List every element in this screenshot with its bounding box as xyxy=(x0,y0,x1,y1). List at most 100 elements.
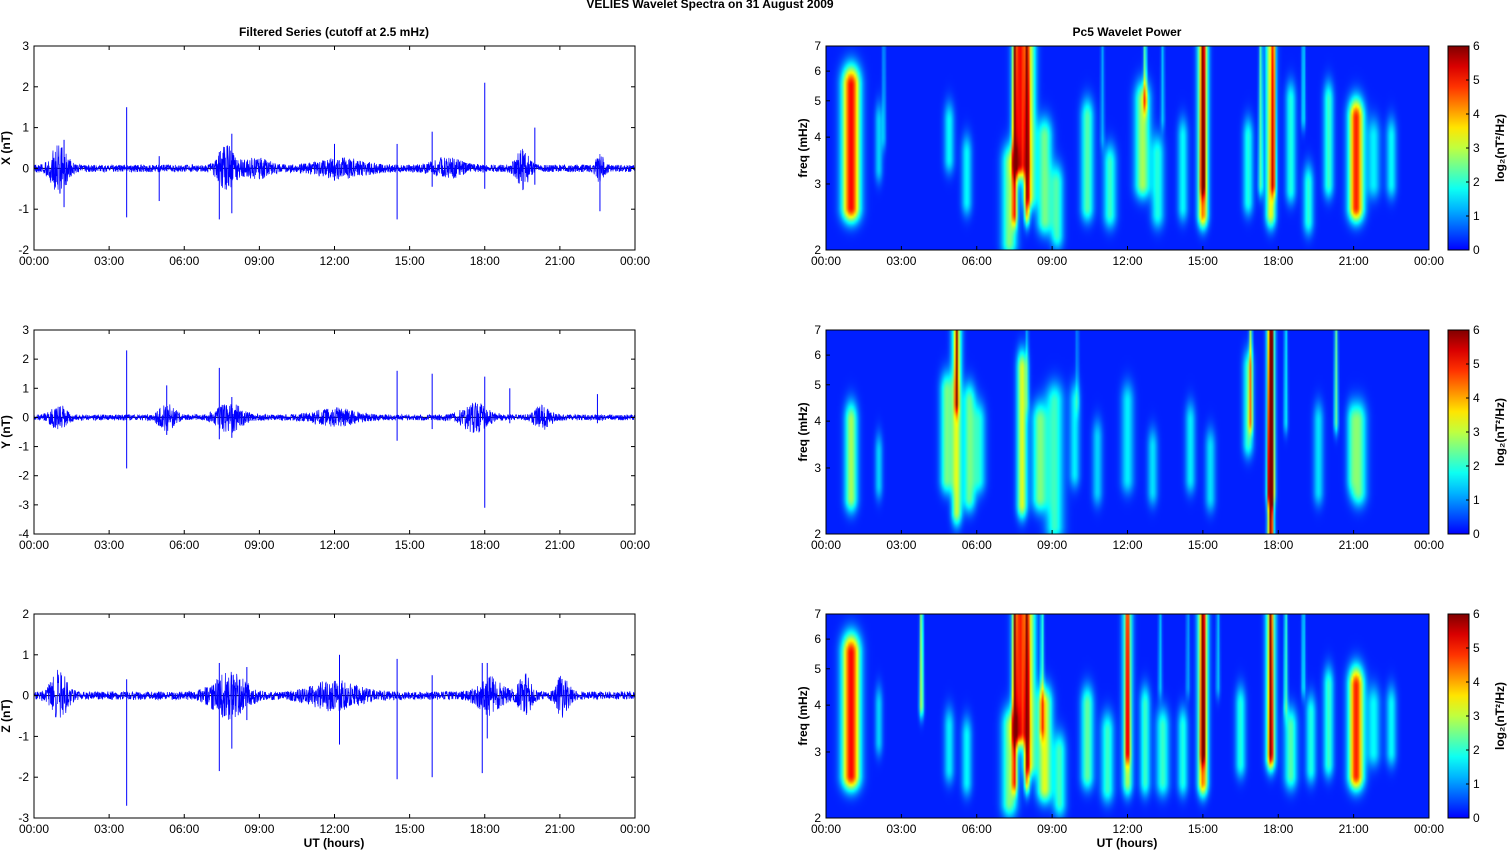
colorbar-tick-label: 4 xyxy=(1473,107,1480,121)
wavelet-power-map xyxy=(826,614,1429,818)
right-xlabel: UT (hours) xyxy=(1097,836,1158,850)
x-tick-label: 06:00 xyxy=(169,254,199,268)
y-tick-label: 6 xyxy=(814,348,821,362)
colorbar-label: log₂(nT²/Hz) xyxy=(1493,682,1507,750)
y-tick-label: 0 xyxy=(22,410,29,424)
x-tick-label: 18:00 xyxy=(470,538,500,552)
x-tick-label: 09:00 xyxy=(244,254,274,268)
x-tick-label: 03:00 xyxy=(94,254,124,268)
y-tick-label: 3 xyxy=(22,39,29,53)
colorbar-tick-label: 1 xyxy=(1473,777,1480,791)
y-axis-label: freq (mHz) xyxy=(796,686,810,745)
x-tick-label: 12:00 xyxy=(1112,254,1142,268)
x-tick-label: 18:00 xyxy=(1263,254,1293,268)
x-tick-label: 12:00 xyxy=(1112,822,1142,836)
x-tick-label: 21:00 xyxy=(545,538,575,552)
x-tick-label: 15:00 xyxy=(395,538,425,552)
x-tick-label: 21:00 xyxy=(545,822,575,836)
x-tick-label: 12:00 xyxy=(319,538,349,552)
x-tick-label: 21:00 xyxy=(1339,822,1369,836)
y-tick-label: 7 xyxy=(814,323,821,337)
colorbar-tick-label: 1 xyxy=(1473,209,1480,223)
x-tick-label: 00:00 xyxy=(620,254,650,268)
x-tick-label: 15:00 xyxy=(1188,822,1218,836)
x-tick-label: 09:00 xyxy=(1037,822,1067,836)
left-column-title: Filtered Series (cutoff at 2.5 mHz) xyxy=(239,25,429,39)
x-tick-label: 18:00 xyxy=(1263,538,1293,552)
y-tick-label: 5 xyxy=(814,94,821,108)
y-tick-label: 3 xyxy=(22,323,29,337)
suptitle: VELIES Wavelet Spectra on 31 August 2009 xyxy=(586,0,834,11)
colorbar-tick-label: 2 xyxy=(1473,459,1480,473)
x-tick-label: 06:00 xyxy=(169,538,199,552)
colorbar-tick-label: 0 xyxy=(1473,811,1480,825)
y-tick-label: 2 xyxy=(22,607,29,621)
colorbar-tick-label: 5 xyxy=(1473,73,1480,87)
x-tick-label: 03:00 xyxy=(94,538,124,552)
x-tick-label: 18:00 xyxy=(1263,822,1293,836)
left-xlabel: UT (hours) xyxy=(304,836,365,850)
y-tick-label: 7 xyxy=(814,39,821,53)
colorbar-tick-label: 6 xyxy=(1473,607,1480,621)
x-tick-label: 03:00 xyxy=(886,538,916,552)
y-tick-label: 2 xyxy=(814,527,821,541)
colorbar-label: log₂(nT²/Hz) xyxy=(1493,114,1507,182)
colorbar-label: log₂(nT²/Hz) xyxy=(1493,398,1507,466)
colorbar-tick-label: 3 xyxy=(1473,709,1480,723)
x-tick-label: 03:00 xyxy=(94,822,124,836)
y-tick-label: 1 xyxy=(22,381,29,395)
x-tick-label: 12:00 xyxy=(1112,538,1142,552)
x-power-panel: 00:00 03:00 06:00 09:00 12:00 15:00 18:00 21:00… xyxy=(796,39,1507,268)
plot-area xyxy=(34,614,635,818)
y-axis-label: freq (mHz) xyxy=(796,402,810,461)
y-tick-label: -1 xyxy=(18,440,29,454)
x-tick-label: 06:00 xyxy=(169,822,199,836)
x-tick-label: 00:00 xyxy=(620,822,650,836)
x-tick-label: 00:00 xyxy=(19,822,49,836)
y-tick-label: 4 xyxy=(814,130,821,144)
y-tick-label: 4 xyxy=(814,698,821,712)
colorbar-tick-label: 5 xyxy=(1473,641,1480,655)
colorbar-tick-label: 6 xyxy=(1473,323,1480,337)
y-tick-label: 6 xyxy=(814,632,821,646)
x-tick-label: 00:00 xyxy=(19,254,49,268)
x-tick-label: 15:00 xyxy=(1188,254,1218,268)
colorbar xyxy=(1447,613,1470,819)
y-axis-label: Y (nT) xyxy=(0,415,13,449)
x-tick-label: 06:00 xyxy=(962,822,992,836)
y-tick-label: 3 xyxy=(814,177,821,191)
y-tick-label: 2 xyxy=(814,811,821,825)
x-tick-label: 18:00 xyxy=(470,254,500,268)
wavelet-power-map xyxy=(826,330,1429,534)
y-power-panel: 00:00 03:00 06:00 09:00 12:00 15:00 18:00 21:00… xyxy=(796,323,1507,552)
colorbar-tick-label: 4 xyxy=(1473,675,1480,689)
y-series-panel: 00:00 03:00 06:00 09:00 12:00 15:00 18:00 21:00… xyxy=(0,323,650,552)
y-tick-label: -3 xyxy=(18,498,29,512)
x-tick-label: 00:00 xyxy=(1414,538,1444,552)
colorbar xyxy=(1447,329,1470,535)
x-tick-label: 09:00 xyxy=(1037,538,1067,552)
y-axis-label: freq (mHz) xyxy=(796,118,810,177)
right-column-title: Pc5 Wavelet Power xyxy=(1073,25,1182,39)
y-tick-label: -2 xyxy=(18,469,29,483)
x-tick-label: 00:00 xyxy=(811,254,841,268)
x-tick-label: 09:00 xyxy=(244,538,274,552)
x-tick-label: 12:00 xyxy=(319,822,349,836)
colorbar-tick-label: 5 xyxy=(1473,357,1480,371)
x-tick-label: 09:00 xyxy=(244,822,274,836)
x-tick-label: 15:00 xyxy=(1188,538,1218,552)
colorbar xyxy=(1447,45,1470,251)
colorbar-tick-label: 6 xyxy=(1473,39,1480,53)
x-series-panel: 00:00 03:00 06:00 09:00 12:00 15:00 18:00 21:00… xyxy=(0,39,650,268)
colorbar-tick-label: 0 xyxy=(1473,243,1480,257)
y-tick-label: 2 xyxy=(22,80,29,94)
wavelet-power-map xyxy=(826,46,1429,250)
x-tick-label: 00:00 xyxy=(811,538,841,552)
y-tick-label: 5 xyxy=(814,662,821,676)
z-series-panel: 00:00 03:00 06:00 09:00 12:00 15:00 18:00 21:00… xyxy=(0,607,650,836)
colorbar-tick-label: 2 xyxy=(1473,175,1480,189)
colorbar-tick-label: 4 xyxy=(1473,391,1480,405)
y-tick-label: 6 xyxy=(814,64,821,78)
x-tick-label: 00:00 xyxy=(811,822,841,836)
x-tick-label: 03:00 xyxy=(886,822,916,836)
